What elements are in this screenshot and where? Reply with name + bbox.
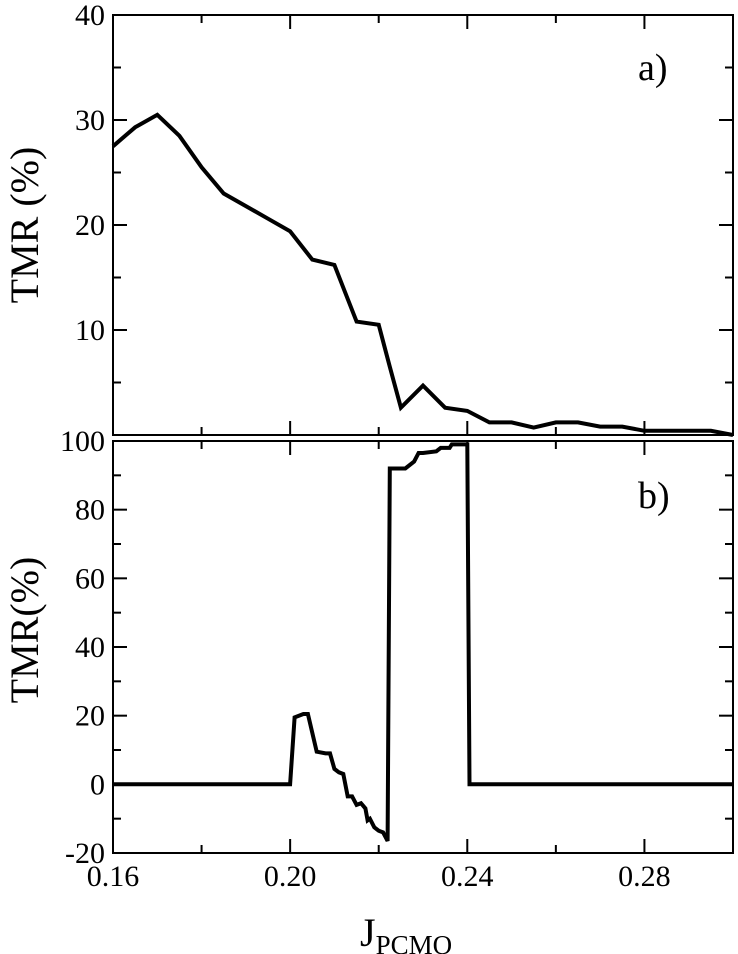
y-tick-label: 20 (75, 209, 105, 242)
panel-b-tag: b) (638, 475, 670, 517)
panel-b-ticks (113, 441, 733, 853)
panel-b-series (113, 442, 733, 842)
y-tick-label: 40 (75, 0, 105, 32)
x-tick-label: 0.24 (441, 860, 494, 893)
panel-b-tick-labels: -20 0 20 40 60 80 100 0.16 0.20 0.24 0.28 (60, 425, 671, 893)
x-tick-label: 0.28 (618, 860, 671, 893)
panel-a: 10 20 30 40 a) TMR (%) (2, 0, 734, 437)
panel-a-series-line (111, 112, 734, 437)
y-tick-label: 80 (75, 494, 105, 527)
y-tick-label: 40 (75, 631, 105, 664)
x-axis-label-subscript: PCMO (376, 930, 453, 954)
panel-a-series (111, 112, 734, 437)
panel-b-y-axis-label: TMR(%) (2, 557, 47, 704)
panel-a-y-axis-label: TMR (%) (2, 147, 47, 304)
x-axis-label-main: J (360, 910, 376, 954)
y-tick-label: 10 (75, 314, 105, 347)
y-tick-label: 30 (75, 104, 105, 137)
y-tick-label: 0 (90, 768, 105, 801)
panel-b: -20 0 20 40 60 80 100 0.16 0.20 0.24 0.28 b) TMR(%… (2, 425, 734, 954)
y-tick-label: -20 (65, 837, 105, 870)
y-tick-label: 60 (75, 562, 105, 595)
y-tick-label: 100 (60, 425, 105, 458)
x-tick-label: 0.16 (87, 860, 140, 893)
panel-b-frame (112, 440, 734, 854)
y-tick-label: 20 (75, 700, 105, 733)
panel-a-tick-labels: 10 20 30 40 (75, 0, 105, 347)
x-tick-label: 0.20 (264, 860, 317, 893)
panel-a-tag: a) (638, 47, 668, 89)
x-axis-label: JPCMO (360, 910, 452, 954)
panel-a-frame (112, 14, 734, 436)
panel-b-series-line (113, 442, 733, 842)
